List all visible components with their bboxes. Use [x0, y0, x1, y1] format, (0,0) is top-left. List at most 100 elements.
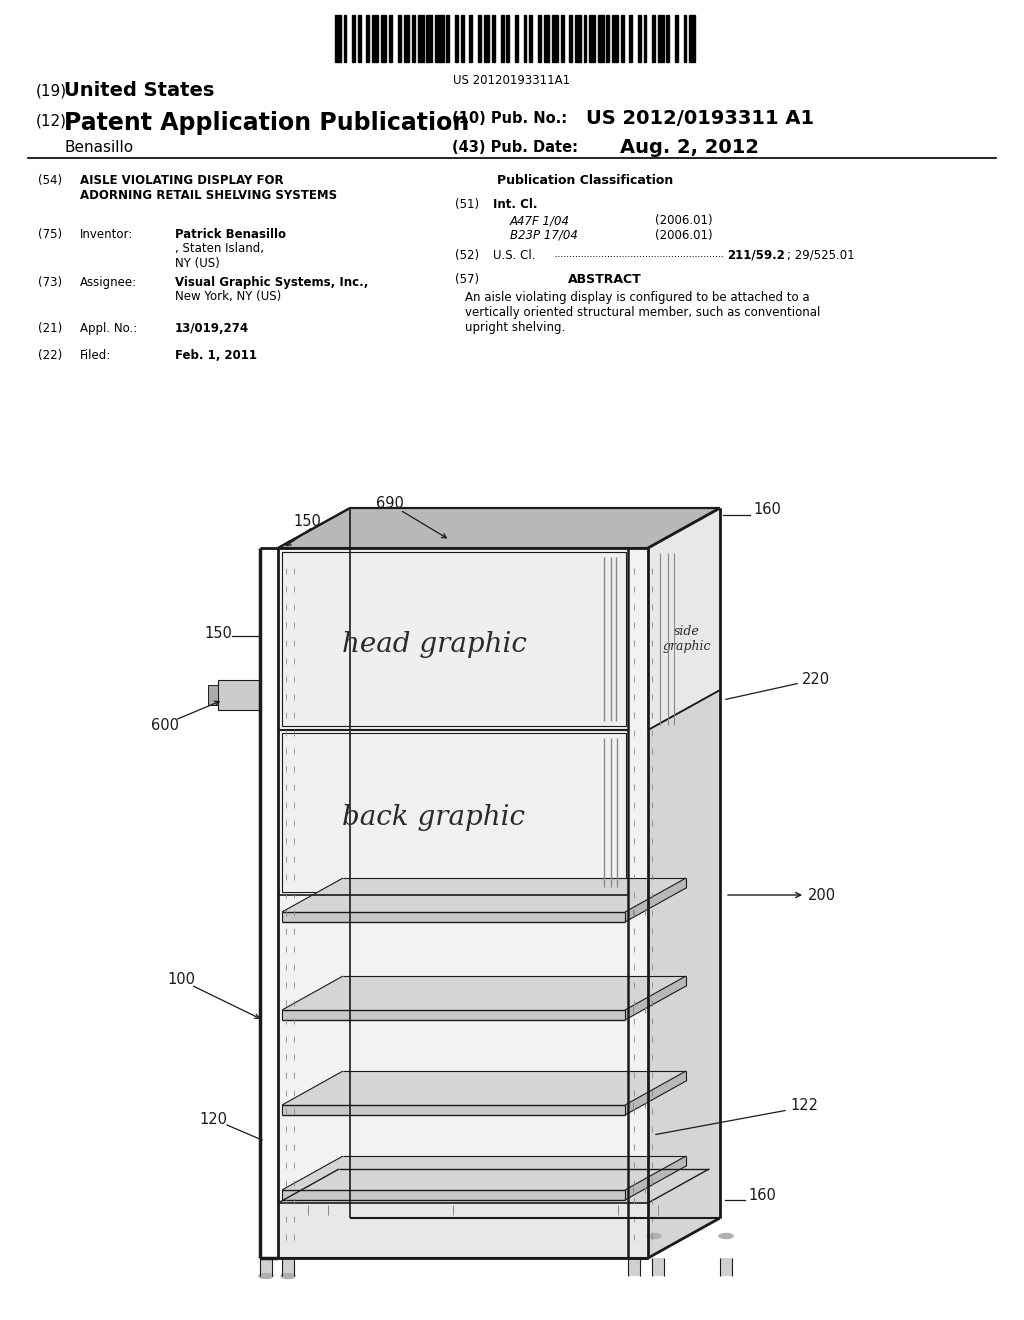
Text: Aug. 2, 2012: Aug. 2, 2012 — [620, 139, 759, 157]
Text: (75): (75) — [38, 228, 62, 242]
Bar — [684, 15, 686, 62]
Bar — [667, 15, 670, 62]
Text: 600: 600 — [151, 718, 179, 733]
Bar — [469, 15, 472, 62]
Text: New York, NY (US): New York, NY (US) — [175, 290, 282, 304]
Polygon shape — [282, 912, 625, 921]
Bar — [675, 15, 678, 62]
Bar — [455, 15, 458, 62]
Text: (54): (54) — [38, 174, 62, 187]
Bar — [652, 15, 655, 62]
Bar — [643, 15, 646, 62]
Text: B23P 17/04: B23P 17/04 — [510, 228, 578, 242]
Text: 160: 160 — [748, 1188, 776, 1203]
Polygon shape — [648, 508, 720, 1258]
Bar — [493, 15, 495, 62]
Text: Filed:: Filed: — [80, 348, 112, 362]
Bar — [352, 15, 355, 62]
Bar — [538, 15, 541, 62]
Bar — [461, 15, 464, 62]
Bar — [515, 15, 518, 62]
Text: Publication Classification: Publication Classification — [497, 174, 673, 187]
Polygon shape — [282, 733, 626, 892]
Bar — [412, 15, 415, 62]
Polygon shape — [208, 685, 218, 705]
Text: An aisle violating display is configured to be attached to a
vertically oriented: An aisle violating display is configured… — [465, 290, 820, 334]
Ellipse shape — [259, 1274, 273, 1279]
Text: ABSTRACT: ABSTRACT — [568, 273, 642, 286]
Text: (10) Pub. No.:: (10) Pub. No.: — [452, 111, 567, 125]
Text: (52): (52) — [455, 249, 479, 261]
Bar — [606, 15, 609, 62]
Text: (43) Pub. Date:: (43) Pub. Date: — [452, 140, 578, 154]
Text: Benasillo: Benasillo — [63, 140, 133, 154]
Text: back graphic: back graphic — [342, 804, 525, 832]
Ellipse shape — [719, 1233, 733, 1238]
Text: Int. Cl.: Int. Cl. — [493, 198, 538, 211]
Text: side
graphic: side graphic — [663, 624, 712, 653]
Bar — [446, 15, 450, 62]
Polygon shape — [282, 1010, 625, 1020]
Polygon shape — [652, 1258, 664, 1276]
Bar — [418, 15, 424, 62]
Ellipse shape — [281, 1274, 295, 1279]
Bar — [478, 15, 480, 62]
Text: 13/019,274: 13/019,274 — [175, 322, 249, 335]
Bar — [598, 15, 603, 62]
Bar — [335, 15, 341, 62]
Bar — [357, 15, 360, 62]
Bar — [344, 15, 346, 62]
Polygon shape — [278, 548, 648, 1258]
Bar — [630, 15, 632, 62]
Polygon shape — [282, 1258, 294, 1276]
Bar — [569, 15, 572, 62]
Text: (2006.01): (2006.01) — [655, 228, 713, 242]
Bar — [367, 15, 370, 62]
Text: Feb. 1, 2011: Feb. 1, 2011 — [175, 348, 257, 362]
Bar — [612, 15, 617, 62]
Text: 122: 122 — [790, 1097, 818, 1113]
Text: United States: United States — [63, 81, 214, 100]
Polygon shape — [282, 878, 686, 912]
Bar — [372, 15, 378, 62]
Bar — [398, 15, 400, 62]
Polygon shape — [278, 1170, 709, 1203]
Text: (21): (21) — [38, 322, 62, 335]
Bar — [689, 15, 695, 62]
Polygon shape — [625, 1071, 686, 1115]
Text: 150: 150 — [293, 513, 321, 528]
Polygon shape — [278, 508, 720, 548]
Text: 200: 200 — [808, 887, 837, 903]
Bar — [575, 15, 581, 62]
Text: ; 29/525.01: ; 29/525.01 — [787, 249, 855, 261]
Text: AISLE VIOLATING DISPLAY FOR
ADORNING RETAIL SHELVING SYSTEMS: AISLE VIOLATING DISPLAY FOR ADORNING RET… — [80, 174, 337, 202]
Bar — [523, 15, 526, 62]
Bar — [544, 15, 549, 62]
Text: 690: 690 — [376, 495, 403, 511]
Text: head graphic: head graphic — [342, 631, 526, 657]
Bar — [483, 15, 489, 62]
Text: (57): (57) — [455, 273, 479, 286]
Polygon shape — [282, 1156, 686, 1191]
Bar — [435, 15, 443, 62]
Text: (73): (73) — [38, 276, 62, 289]
Text: Inventor:: Inventor: — [80, 228, 133, 242]
Polygon shape — [218, 680, 260, 710]
Text: (22): (22) — [38, 348, 62, 362]
Polygon shape — [282, 552, 626, 726]
Ellipse shape — [647, 1233, 662, 1238]
Polygon shape — [282, 975, 686, 1010]
Polygon shape — [625, 1156, 686, 1200]
Bar — [389, 15, 392, 62]
Polygon shape — [282, 1105, 625, 1115]
Text: 211/59.2: 211/59.2 — [727, 249, 784, 261]
Bar — [561, 15, 563, 62]
Bar — [426, 15, 432, 62]
Bar — [403, 15, 410, 62]
Text: (51): (51) — [455, 198, 479, 211]
Bar — [584, 15, 587, 62]
Text: 150: 150 — [204, 626, 232, 640]
Polygon shape — [260, 1258, 272, 1276]
Polygon shape — [628, 1258, 640, 1276]
Bar — [507, 15, 509, 62]
